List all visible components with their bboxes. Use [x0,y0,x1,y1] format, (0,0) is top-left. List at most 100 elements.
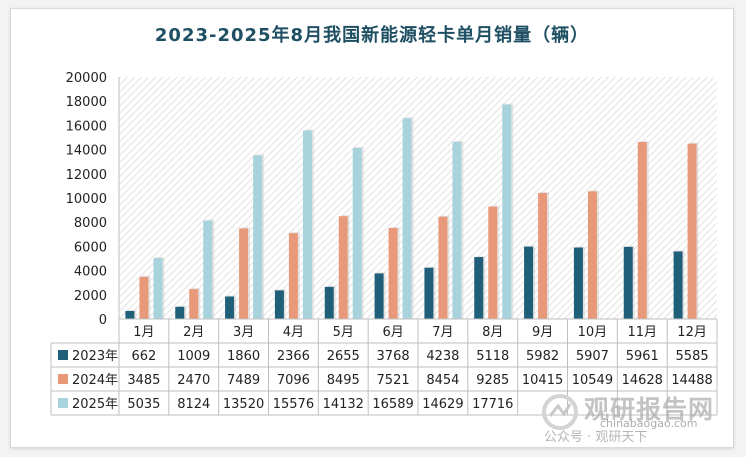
data-label: 14628 [622,373,663,388]
data-label: 3768 [377,349,410,364]
bar [203,220,213,319]
bar [253,155,263,319]
x-tick-label: 4月 [283,325,304,340]
legend-swatch [58,398,68,408]
bar [538,192,548,319]
legend-label: 2024年 [72,373,118,388]
y-tick-label: 2000 [74,289,107,304]
legend-swatch [58,350,68,360]
chart-title: 2023-2025年8月我国新能源轻卡单月销量（辆） [155,24,589,46]
watermark-brand: 观研报告网 [584,395,715,424]
y-tick-label: 12000 [66,168,107,183]
y-tick-label: 18000 [66,95,107,110]
data-label: 14132 [323,397,364,412]
watermark: 观研报告网 chinabaogao.com 公众号 · 观研天下 [540,388,740,448]
y-tick-label: 4000 [74,265,107,280]
data-label: 14488 [671,373,712,388]
bar [388,227,398,319]
watermark-account: 公众号 · 观研天下 [544,430,648,445]
data-label: 7489 [227,373,260,388]
data-label: 10549 [572,373,613,388]
bar [288,233,298,319]
x-tick-label: 9月 [532,325,553,340]
x-tick-label: 7月 [432,325,453,340]
bar [175,306,185,319]
bar [402,118,412,319]
data-label: 7096 [277,373,310,388]
data-label: 2655 [327,349,360,364]
x-tick-label: 2月 [183,325,204,340]
x-tick-label: 5月 [333,325,354,340]
data-label: 17716 [472,397,513,412]
plot-background [119,77,717,319]
x-tick-label: 6月 [382,325,403,340]
bar [338,216,348,319]
y-tick-label: 0 [99,313,107,328]
x-tick-label: 8月 [482,325,503,340]
data-label: 5585 [676,349,709,364]
legend-label: 2023年 [72,349,118,364]
data-label: 8454 [426,373,459,388]
data-label: 13520 [223,397,264,412]
y-tick-label: 10000 [66,192,107,207]
data-label: 8124 [177,397,210,412]
x-tick-label: 1月 [133,325,154,340]
y-tick-label: 6000 [74,240,107,255]
bar [623,246,633,319]
data-label: 8495 [327,373,360,388]
bar [502,104,512,319]
data-label: 9285 [476,373,509,388]
data-label: 14629 [422,397,463,412]
data-label: 5907 [576,349,609,364]
x-tick-label: 11月 [627,325,657,340]
x-tick-label: 12月 [677,325,707,340]
data-label: 16589 [372,397,413,412]
bar [225,296,235,319]
y-tick-label: 20000 [66,71,107,86]
bar [374,273,384,319]
bar [488,206,498,319]
data-label: 5961 [626,349,659,364]
data-label: 5118 [476,349,509,364]
bar [153,258,163,319]
bar [637,142,647,319]
data-label: 5982 [526,349,559,364]
bar [524,246,534,319]
data-label: 7521 [377,373,410,388]
bar [573,247,583,319]
bar [474,257,484,319]
data-label: 2470 [177,373,210,388]
data-label: 5035 [127,397,160,412]
legend-label: 2025年 [72,397,118,412]
bar [452,141,462,319]
data-label: 1860 [227,349,260,364]
bar [424,267,434,319]
bar [673,251,683,319]
bar [587,191,597,319]
chart-svg: 2023-2025年8月我国新能源轻卡单月销量（辆） 0 2000 4000 6000 8… [50,24,718,416]
watermark-url: chinabaogao.com [600,417,698,430]
y-tick-label: 14000 [66,144,107,159]
data-label: 662 [132,349,157,364]
y-tick-label: 16000 [66,119,107,134]
bar [324,286,334,319]
data-label: 1009 [177,349,210,364]
data-label: 2366 [277,349,310,364]
watermark-logo-icon [542,394,578,430]
bar [274,290,284,319]
bar [352,148,362,319]
data-label: 15576 [273,397,314,412]
bar [189,289,199,319]
bar [302,130,312,319]
data-label: 4238 [426,349,459,364]
data-label: 3485 [127,373,160,388]
y-tick-label: 8000 [74,216,107,231]
bar [139,276,149,319]
data-label: 10415 [522,373,563,388]
bar [125,310,135,319]
legend-swatch [58,374,68,384]
bar [687,143,697,319]
chart-frame: 2023-2025年8月我国新能源轻卡单月销量（辆） 0 2000 4000 6000 8… [10,8,734,448]
bar [438,216,448,319]
x-tick-label: 3月 [233,325,254,340]
